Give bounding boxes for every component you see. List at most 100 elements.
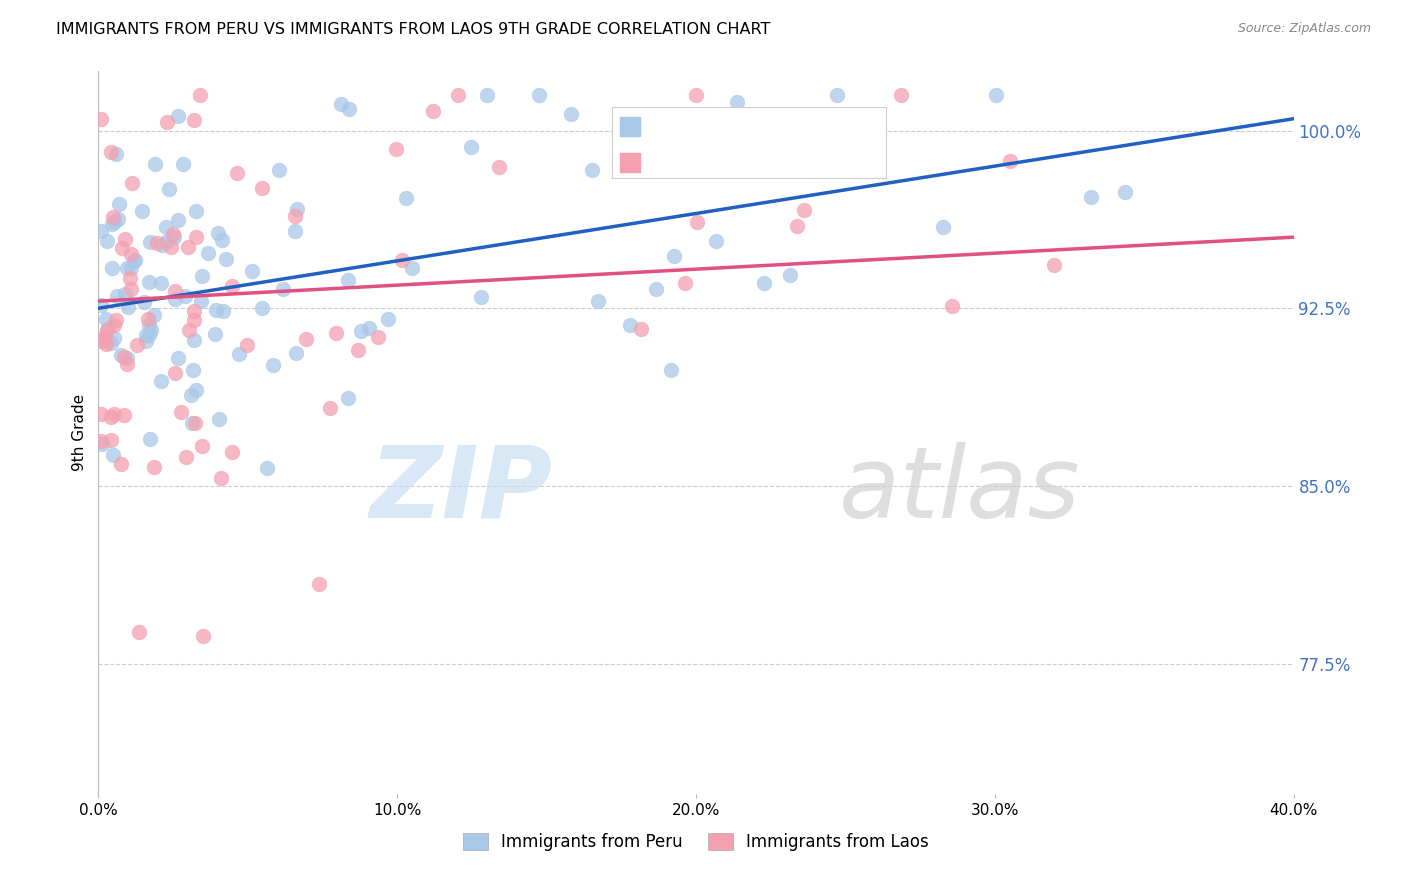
- Point: [337, 102, 360, 116]
- Point: [155, 219, 177, 234]
- Point: [470, 289, 492, 303]
- Point: [205, 303, 228, 318]
- Point: [172, 157, 194, 171]
- Text: Source: ZipAtlas.com: Source: ZipAtlas.com: [1237, 22, 1371, 36]
- Text: ZIP: ZIP: [370, 442, 553, 539]
- Legend: Immigrants from Peru, Immigrants from Laos: Immigrants from Peru, Immigrants from La…: [457, 826, 935, 858]
- Point: [167, 351, 190, 365]
- Point: [157, 182, 180, 196]
- Point: [121, 282, 143, 296]
- Point: [183, 313, 205, 327]
- Point: [139, 323, 162, 337]
- Point: [103, 210, 125, 224]
- Point: [269, 163, 291, 178]
- Point: [139, 235, 162, 249]
- Point: [793, 203, 815, 218]
- Point: [134, 295, 156, 310]
- Point: [103, 331, 125, 345]
- Point: [236, 338, 259, 352]
- Point: [1114, 186, 1136, 200]
- Point: [94, 311, 117, 326]
- Point: [115, 357, 138, 371]
- Point: [188, 88, 211, 103]
- Point: [325, 326, 347, 341]
- Point: [150, 374, 173, 388]
- Point: [754, 277, 776, 291]
- Point: [207, 226, 229, 240]
- Text: 74: 74: [783, 153, 807, 171]
- Point: [661, 363, 683, 377]
- Point: [120, 271, 142, 285]
- Point: [110, 457, 132, 471]
- Text: R =: R =: [648, 118, 685, 136]
- Point: [125, 338, 148, 352]
- Point: [347, 343, 370, 357]
- Point: [156, 114, 179, 128]
- Point: [163, 284, 186, 298]
- Point: [90, 224, 112, 238]
- Point: [184, 204, 207, 219]
- Point: [115, 260, 138, 275]
- Point: [138, 318, 160, 333]
- Point: [101, 261, 124, 276]
- Point: [101, 448, 124, 462]
- Point: [183, 333, 205, 347]
- Point: [190, 269, 212, 284]
- Point: [662, 249, 685, 263]
- Point: [138, 432, 160, 446]
- Point: [285, 202, 308, 216]
- Point: [134, 334, 156, 348]
- Point: [779, 268, 801, 283]
- Point: [100, 410, 122, 425]
- Point: [131, 203, 153, 218]
- Point: [97, 322, 120, 336]
- Point: [191, 629, 214, 643]
- Text: R =: R =: [648, 153, 685, 171]
- Point: [208, 412, 231, 426]
- Point: [226, 166, 249, 180]
- Point: [845, 145, 868, 159]
- Point: [1043, 258, 1066, 272]
- Point: [100, 335, 122, 350]
- Point: [120, 247, 142, 261]
- Point: [250, 180, 273, 194]
- Point: [560, 107, 582, 121]
- Point: [941, 299, 963, 313]
- Point: [786, 219, 808, 234]
- Point: [162, 227, 184, 242]
- Point: [117, 300, 139, 314]
- Point: [105, 313, 128, 327]
- Point: [1080, 190, 1102, 204]
- Point: [114, 232, 136, 246]
- Point: [630, 322, 652, 336]
- Point: [166, 213, 188, 227]
- Point: [150, 238, 173, 252]
- Point: [110, 348, 132, 362]
- Point: [581, 162, 603, 177]
- Point: [367, 329, 389, 343]
- Point: [103, 215, 125, 229]
- Point: [136, 312, 159, 326]
- Point: [115, 351, 138, 365]
- Text: atlas: atlas: [839, 442, 1081, 539]
- Point: [112, 350, 135, 364]
- Point: [155, 235, 177, 249]
- Point: [377, 311, 399, 326]
- Point: [107, 211, 129, 226]
- Point: [256, 461, 278, 475]
- Point: [184, 230, 207, 244]
- Point: [177, 240, 200, 254]
- Point: [177, 323, 200, 337]
- Text: N =: N =: [733, 153, 780, 171]
- Text: 106: 106: [783, 118, 818, 136]
- Point: [108, 196, 131, 211]
- Point: [114, 287, 136, 301]
- Point: [357, 321, 380, 335]
- Point: [284, 224, 307, 238]
- Point: [169, 405, 191, 419]
- Point: [204, 326, 226, 341]
- Point: [221, 445, 243, 459]
- Point: [271, 282, 294, 296]
- Point: [180, 388, 202, 402]
- Y-axis label: 9th Grade: 9th Grade: [72, 394, 87, 471]
